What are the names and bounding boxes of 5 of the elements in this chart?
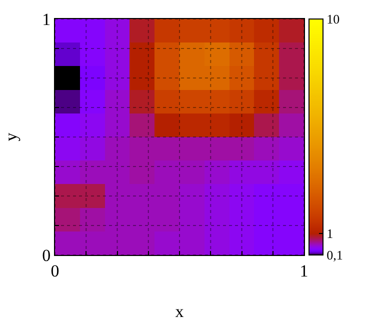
color-bar-label: 0,1 xyxy=(326,248,343,263)
x-axis-title: x xyxy=(175,302,184,321)
color-bar-label: 1 xyxy=(326,226,334,242)
color-bar-label: 10 xyxy=(326,12,340,27)
y-axis-title: y xyxy=(2,132,21,142)
